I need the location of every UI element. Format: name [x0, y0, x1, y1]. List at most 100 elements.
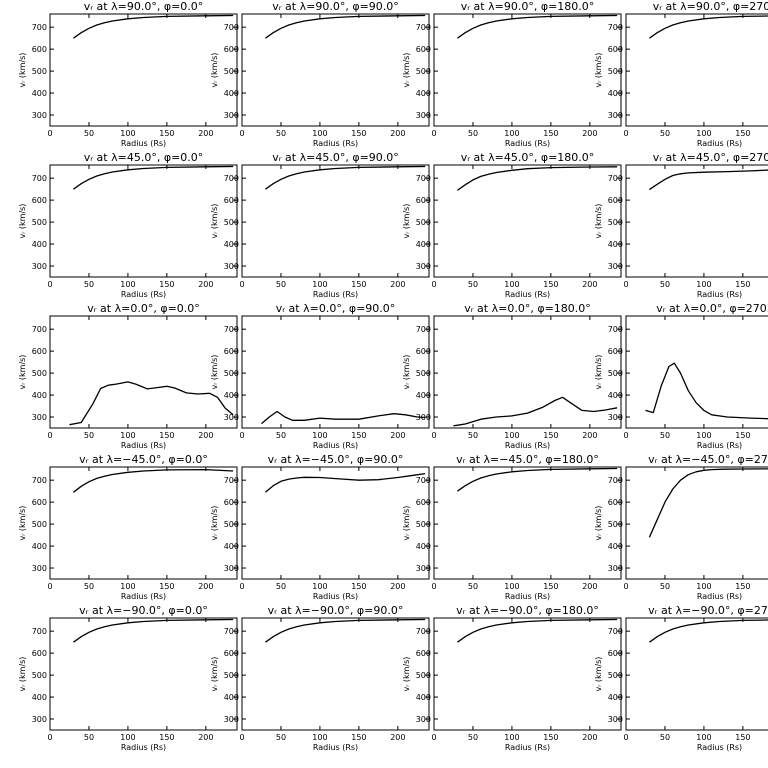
- x-tick-label: 100: [504, 129, 519, 138]
- y-tick-label: 500: [416, 67, 431, 76]
- x-tick-label: 150: [351, 733, 366, 742]
- y-tick-label: 500: [608, 369, 623, 378]
- x-tick-label: 50: [660, 733, 670, 742]
- panel-title: vᵣ at λ=0.0°, φ=90.0°: [276, 302, 396, 315]
- y-tick-label: 600: [32, 347, 47, 356]
- plot-frame: [241, 617, 430, 731]
- y-tick-label: 600: [224, 649, 239, 658]
- x-tick-label: 150: [159, 129, 174, 138]
- y-axis-label: vᵣ (km/s): [210, 657, 219, 692]
- x-axis-label: Radius (Rs): [121, 743, 166, 752]
- x-tick-label: 50: [276, 129, 286, 138]
- y-tick-label: 700: [416, 174, 431, 183]
- x-tick-label: 150: [159, 733, 174, 742]
- y-tick-label: 600: [416, 649, 431, 658]
- panel-title: vᵣ at λ=0.0°, φ=0.0°: [87, 302, 200, 315]
- x-tick-label: 0: [431, 431, 436, 440]
- x-axis-label: Radius (Rs): [121, 592, 166, 601]
- y-tick-label: 300: [416, 715, 431, 724]
- y-tick-label: 300: [32, 262, 47, 271]
- y-tick-label: 700: [32, 23, 47, 32]
- y-tick-label: 400: [32, 240, 47, 249]
- y-axis-label: vᵣ (km/s): [594, 204, 603, 239]
- x-tick-label: 50: [84, 431, 94, 440]
- x-axis-label: Radius (Rs): [313, 441, 358, 450]
- y-tick-label: 300: [32, 111, 47, 120]
- y-axis-label: vᵣ (km/s): [18, 657, 27, 692]
- x-tick-label: 50: [276, 582, 286, 591]
- x-axis-label: Radius (Rs): [697, 743, 742, 752]
- x-axis-label: Radius (Rs): [313, 743, 358, 752]
- x-axis-label: Radius (Rs): [313, 139, 358, 148]
- y-tick-label: 600: [608, 347, 623, 356]
- x-tick-label: 50: [84, 280, 94, 289]
- y-axis-label: vᵣ (km/s): [18, 506, 27, 541]
- y-tick-label: 700: [224, 174, 239, 183]
- y-tick-label: 600: [416, 45, 431, 54]
- y-tick-label: 400: [32, 89, 47, 98]
- plot-frame: [241, 164, 430, 278]
- series-line: [261, 410, 426, 425]
- y-axis-label: vᵣ (km/s): [594, 506, 603, 541]
- x-tick-label: 50: [276, 280, 286, 289]
- y-tick-label: 500: [416, 671, 431, 680]
- panel-title: vᵣ at λ=90.0°, φ=270.0°: [653, 0, 768, 13]
- x-axis-label: Radius (Rs): [697, 139, 742, 148]
- series-line: [457, 618, 618, 643]
- y-axis-label: vᵣ (km/s): [594, 657, 603, 692]
- x-tick-label: 100: [504, 733, 519, 742]
- plot-frame: [241, 466, 430, 580]
- series-line: [69, 381, 234, 426]
- y-tick-label: 400: [416, 542, 431, 551]
- panel-11: vᵣ at λ=0.0°, φ=180.0° 0 50 100 150 200 300 400…: [402, 302, 622, 450]
- y-axis-label: vᵣ (km/s): [402, 53, 411, 88]
- x-axis-label: Radius (Rs): [121, 441, 166, 450]
- y-tick-label: 700: [608, 23, 623, 32]
- y-tick-label: 500: [32, 369, 47, 378]
- y-tick-label: 300: [416, 413, 431, 422]
- panel-1: vᵣ at λ=90.0°, φ=0.0° 0 50 100 150 200 300 400 5…: [18, 0, 238, 148]
- y-axis-label: vᵣ (km/s): [402, 657, 411, 692]
- panel-title: vᵣ at λ=−90.0°, φ=0.0°: [79, 604, 208, 617]
- series-line: [264, 472, 426, 493]
- y-axis-label: vᵣ (km/s): [210, 506, 219, 541]
- x-tick-label: 150: [159, 431, 174, 440]
- x-tick-label: 200: [198, 582, 213, 591]
- y-tick-label: 300: [224, 564, 239, 573]
- panel-15: vᵣ at λ=−45.0°, φ=180.0° 0 50 100 150 200 300 4…: [402, 453, 622, 601]
- panel-title: vᵣ at λ=−90.0°, φ=270.0°: [648, 604, 768, 617]
- x-axis-label: Radius (Rs): [121, 290, 166, 299]
- y-tick-label: 600: [416, 498, 431, 507]
- x-tick-label: 100: [696, 431, 711, 440]
- y-tick-label: 300: [608, 715, 623, 724]
- plot-frame: [49, 164, 238, 278]
- y-tick-label: 700: [416, 476, 431, 485]
- x-axis-label: Radius (Rs): [505, 743, 550, 752]
- y-tick-label: 500: [416, 369, 431, 378]
- x-tick-label: 100: [120, 733, 135, 742]
- x-tick-label: 100: [120, 280, 135, 289]
- y-axis-label: vᵣ (km/s): [210, 355, 219, 390]
- plot-frame: [433, 164, 622, 278]
- panel-title: vᵣ at λ=90.0°, φ=90.0°: [272, 0, 399, 13]
- x-tick-label: 0: [47, 733, 52, 742]
- plot-frame: [625, 617, 768, 731]
- panel-17: vᵣ at λ=−90.0°, φ=0.0° 0 50 100 150 200 300 400…: [18, 604, 238, 752]
- y-tick-label: 600: [224, 196, 239, 205]
- y-tick-label: 300: [608, 111, 623, 120]
- x-tick-label: 200: [390, 733, 405, 742]
- x-tick-label: 100: [120, 582, 135, 591]
- series-line: [73, 468, 234, 493]
- x-tick-label: 0: [431, 129, 436, 138]
- panel-12: vᵣ at λ=0.0°, φ=270.0°050100150200300400…: [594, 302, 768, 450]
- x-tick-label: 150: [735, 431, 750, 440]
- x-tick-label: 150: [351, 431, 366, 440]
- x-tick-label: 50: [276, 733, 286, 742]
- y-tick-label: 700: [224, 23, 239, 32]
- x-tick-label: 150: [735, 129, 750, 138]
- panel-19: vᵣ at λ=−90.0°, φ=180.0° 0 50 100 150 200 300 4…: [402, 604, 622, 752]
- y-tick-label: 500: [224, 218, 239, 227]
- x-tick-label: 200: [390, 431, 405, 440]
- y-axis-label: vᵣ (km/s): [210, 204, 219, 239]
